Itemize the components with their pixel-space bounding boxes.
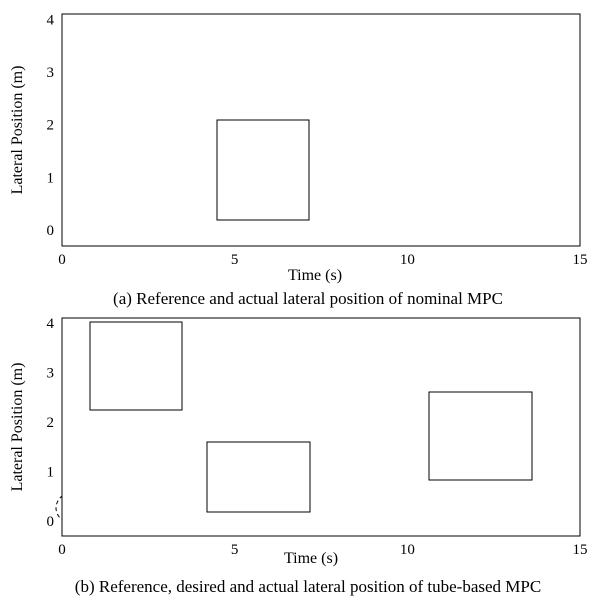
x-tick-label: 15: [573, 252, 588, 268]
y-tick-label: 0: [47, 223, 55, 239]
plot-area-a: [61, 13, 581, 247]
y-tick-label: 1: [47, 465, 55, 481]
inset-plot-area-a4: [89, 321, 183, 411]
caption-b: (b) Reference, desired and actual latera…: [75, 577, 541, 596]
y-tick-label: 3: [47, 366, 55, 382]
inset-plot-area-a5: [206, 441, 311, 513]
x-axis-label: Time (s): [284, 550, 338, 567]
caption-a: (a) Reference and actual lateral positio…: [113, 289, 503, 308]
y-tick-label: 3: [47, 65, 55, 81]
x-tick-label: 15: [573, 542, 588, 558]
y-tick-label: 4: [47, 316, 55, 332]
x-tick-label: 10: [400, 252, 415, 268]
x-tick-label: 5: [231, 252, 239, 268]
inset-plot-area-a3: [428, 391, 533, 481]
y-tick-label: 2: [47, 118, 55, 134]
y-tick-label: 0: [47, 514, 55, 530]
x-tick-label: 0: [58, 252, 66, 268]
y-tick-label: 1: [47, 170, 55, 186]
x-axis-label: Time (s): [288, 267, 342, 284]
x-tick-label: 10: [400, 542, 415, 558]
inset-plot-area-a: [216, 119, 310, 221]
y-tick-label: 2: [47, 415, 55, 431]
y-axis-label: Lateral Position (m): [9, 363, 26, 492]
x-tick-label: 0: [58, 542, 66, 558]
x-tick-label: 5: [231, 542, 239, 558]
y-axis-label: Lateral Position (m): [9, 66, 26, 195]
y-tick-label: 4: [47, 12, 55, 28]
